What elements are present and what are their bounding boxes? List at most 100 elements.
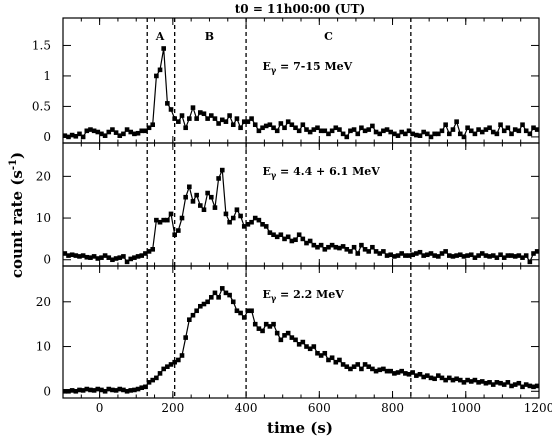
data-point (69, 252, 75, 258)
y-tick-label: 1.5 (32, 38, 51, 52)
data-point (110, 387, 115, 393)
data-point (421, 374, 426, 380)
y-tick-label: 0.5 (32, 99, 51, 113)
data-point (113, 130, 119, 135)
data-point (436, 254, 441, 259)
data-point (135, 130, 141, 136)
data-point (421, 253, 426, 258)
data-point (176, 228, 181, 233)
data-point (238, 310, 243, 316)
data-point (443, 249, 448, 254)
data-point (311, 127, 317, 132)
data-point (384, 368, 390, 374)
data-point (263, 224, 269, 229)
data-point (161, 366, 166, 372)
data-point (293, 237, 298, 243)
data-point (344, 134, 350, 140)
data-point (461, 380, 467, 385)
data-point (432, 253, 437, 258)
data-point (355, 251, 361, 256)
data-point (468, 128, 474, 134)
data-point (329, 242, 335, 248)
data-point (249, 308, 254, 314)
data-point (373, 368, 379, 374)
data-point (490, 382, 496, 387)
data-point (395, 253, 401, 258)
x-axis-label: time (s) (267, 419, 333, 437)
x-tick-label: 600 (308, 401, 331, 415)
data-point (223, 290, 229, 296)
data-point (483, 253, 489, 258)
data-point (91, 388, 97, 393)
data-point (501, 255, 507, 260)
y-tick-label: 20 (36, 295, 51, 309)
energy-band-label: Eγ = 7-15 MeV (263, 60, 353, 75)
data-point (73, 253, 79, 258)
data-point (113, 388, 119, 393)
data-point (392, 254, 397, 259)
data-point (322, 128, 328, 134)
data-point (285, 234, 291, 240)
y-tick-label: 10 (36, 211, 51, 225)
energy-label-rest: = 7-15 MeV (276, 60, 352, 73)
data-point (179, 353, 185, 358)
y-axis-label-exponent: -1 (8, 159, 19, 170)
data-point (205, 116, 210, 121)
data-point (172, 359, 177, 365)
data-point (326, 357, 331, 363)
data-point (99, 131, 104, 137)
y-axis-label-close: ) (8, 152, 26, 159)
data-point (403, 371, 408, 376)
data-point (106, 129, 112, 135)
data-point (121, 254, 126, 259)
data-point (403, 131, 408, 137)
data-point (359, 366, 364, 372)
data-point (406, 253, 412, 258)
data-point (285, 119, 291, 124)
chart-title: t0 = 11h00:00 (UT) (235, 2, 365, 16)
data-point (487, 125, 492, 131)
data-point (106, 386, 112, 392)
data-point (219, 117, 225, 123)
data-point (230, 122, 236, 128)
data-point (384, 253, 390, 258)
data-point (370, 123, 375, 129)
data-point (216, 121, 221, 126)
data-point (414, 132, 419, 138)
data-point (132, 255, 137, 260)
data-point (234, 308, 240, 314)
data-point (77, 387, 82, 393)
data-point (479, 251, 485, 256)
data-point (362, 128, 368, 134)
data-point (454, 253, 459, 258)
data-point (465, 125, 470, 131)
data-point (121, 387, 126, 393)
data-point (139, 253, 145, 258)
data-point (494, 131, 500, 137)
data-point (252, 321, 258, 327)
data-point (370, 244, 375, 250)
data-point (446, 131, 452, 137)
data-point (315, 125, 320, 131)
data-point (487, 380, 492, 385)
data-point (307, 129, 313, 135)
data-point (157, 371, 163, 376)
data-point (282, 333, 287, 338)
data-point (351, 127, 357, 132)
data-point (333, 359, 339, 365)
data-point (201, 301, 207, 307)
data-point (205, 190, 210, 196)
data-point (476, 253, 481, 258)
data-point (238, 125, 243, 131)
data-point (208, 113, 214, 118)
data-point (198, 303, 203, 309)
data-point (106, 255, 112, 260)
data-point (260, 328, 265, 334)
data-point (399, 129, 404, 135)
data-point (183, 335, 188, 340)
data-point (165, 364, 170, 369)
data-point (256, 217, 262, 223)
energy-label-main: E (263, 60, 271, 73)
data-point (337, 245, 342, 251)
data-point (296, 232, 302, 238)
